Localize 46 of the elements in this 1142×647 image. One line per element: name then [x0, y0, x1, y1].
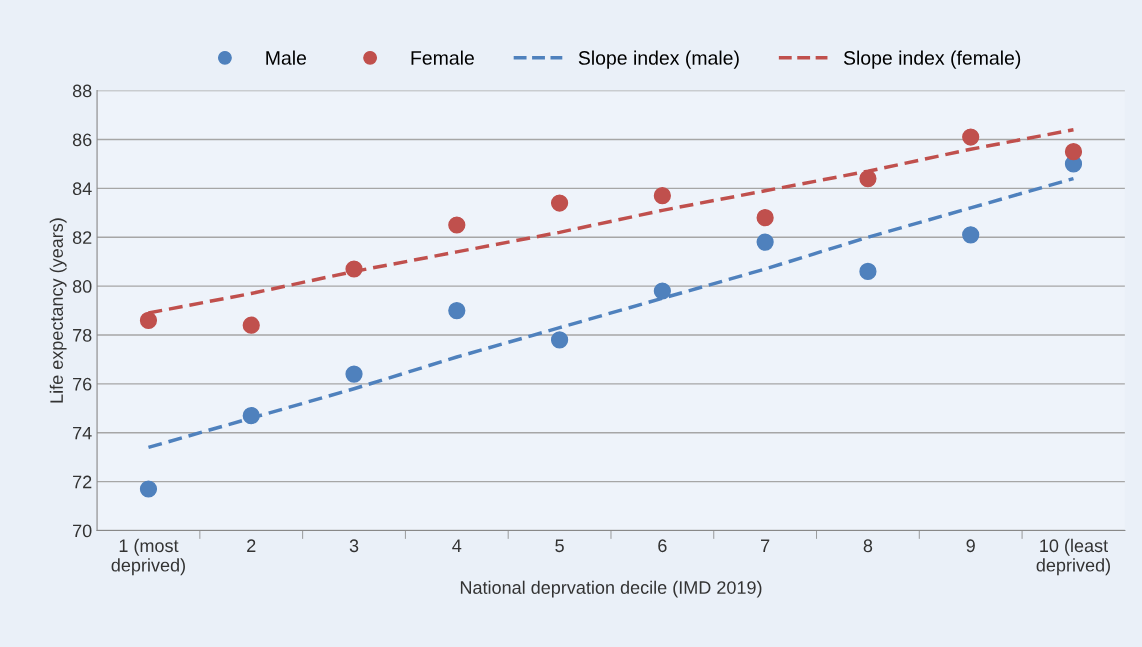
y-tick-label: 76: [73, 377, 92, 391]
point: [859, 262, 877, 281]
x-tick-label: 8: [863, 539, 873, 553]
point: [653, 187, 671, 205]
x-tick-label: 3: [349, 539, 359, 553]
point: [859, 169, 877, 188]
y-axis-title: Life expectancy (years): [49, 218, 67, 403]
point: [962, 128, 980, 146]
point: [448, 301, 466, 320]
point: [550, 331, 569, 349]
y-tick-label: 74: [73, 426, 92, 440]
point: [242, 316, 260, 334]
legend-label: Female: [411, 50, 474, 65]
line-series: [146, 176, 1076, 450]
x-tick-label: 6: [658, 539, 667, 553]
y-tick-label: 82: [72, 231, 92, 244]
legend-label: Slope index (male): [578, 50, 739, 69]
point: [550, 194, 569, 212]
x-tick-label: 4: [452, 539, 462, 552]
y-tick-label: 80: [72, 280, 92, 293]
legend-label: Male: [266, 50, 307, 65]
point: [756, 209, 774, 227]
y-tick-label: 86: [72, 133, 92, 147]
point: [139, 311, 158, 329]
legend-label: Slope index (female): [843, 50, 1021, 69]
y-tick-label: 84: [72, 182, 92, 196]
x-tick-label: 2: [247, 539, 256, 552]
point: [1064, 143, 1083, 161]
x-axis-title: National deprvation decile (IMD 2019): [460, 580, 762, 598]
x-tick-label: 9: [966, 539, 975, 553]
point: [962, 226, 980, 244]
x-tick-label: 10 (least deprived): [1036, 538, 1110, 576]
y-tick-label: 72: [73, 475, 92, 489]
point: [242, 407, 260, 425]
point: [139, 480, 158, 498]
point: [345, 260, 363, 278]
point: [653, 282, 671, 300]
x-tick-label: 5: [555, 539, 564, 553]
y-tick-label: 88: [72, 84, 92, 98]
point: [448, 216, 466, 234]
x-tick-label: 7: [761, 539, 770, 552]
x-tick-label: 1 (most deprived): [111, 538, 185, 576]
point: [345, 365, 363, 383]
y-tick-label: 78: [73, 328, 92, 342]
y-tick-label: 70: [73, 524, 92, 538]
point: [756, 233, 774, 251]
